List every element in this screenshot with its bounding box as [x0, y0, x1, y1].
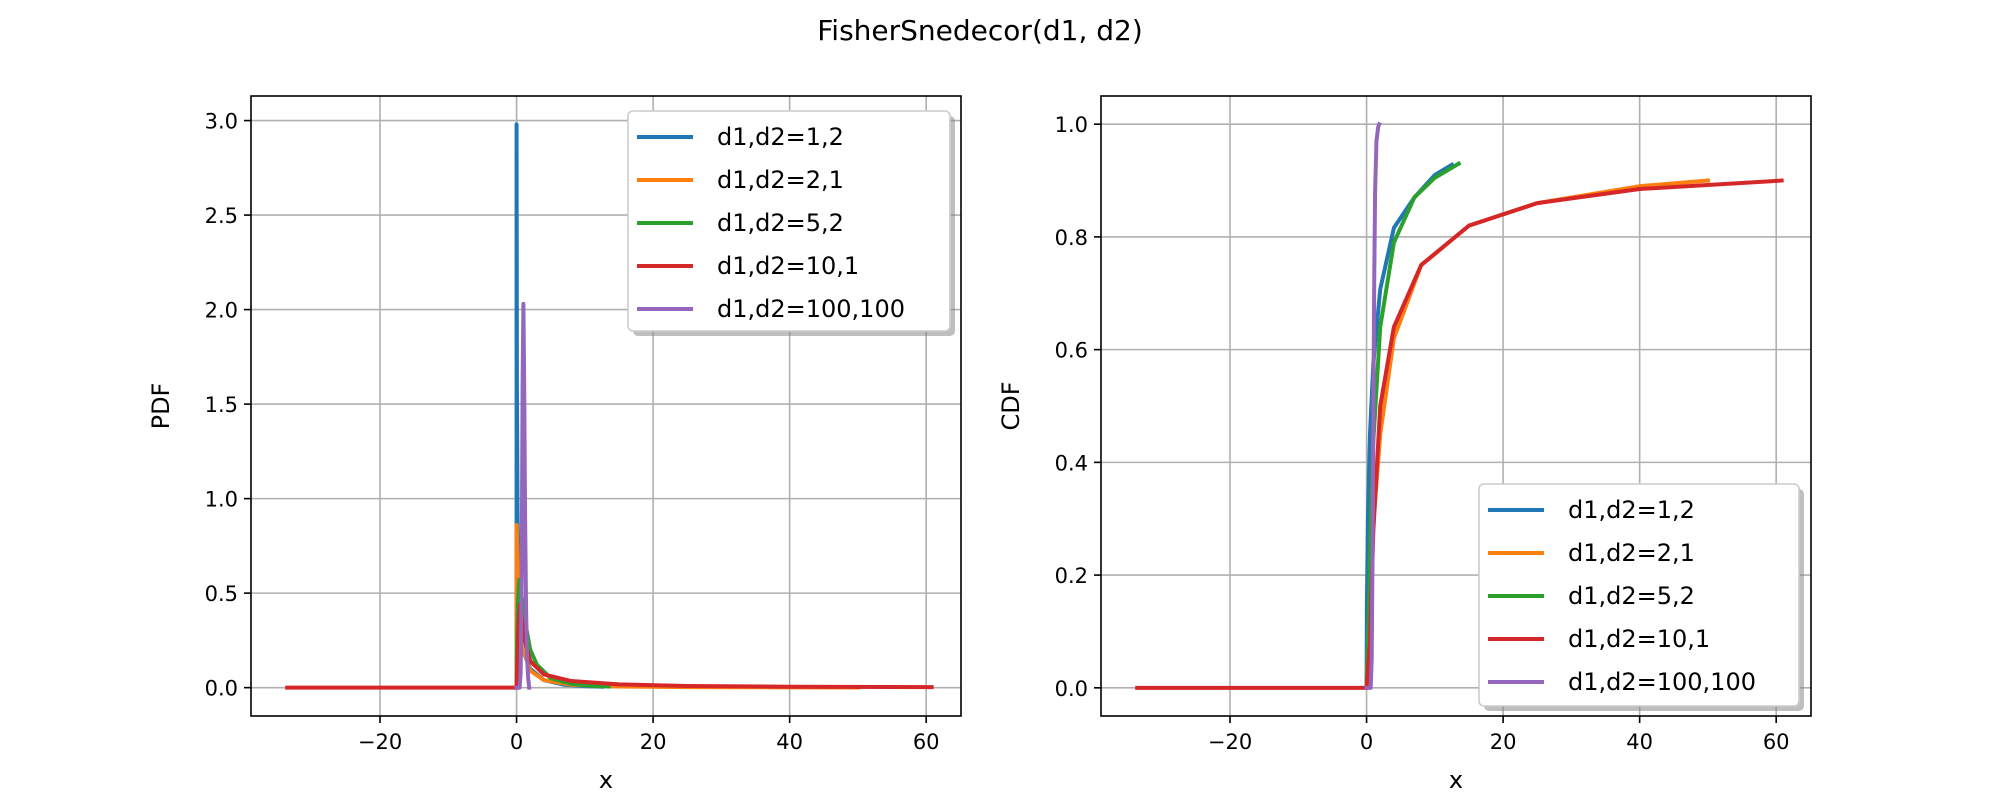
x-tick-label: 40: [776, 730, 803, 754]
series-line-2: [1364, 160, 1462, 690]
y-tick-label: 2.5: [205, 204, 238, 228]
legend-box: [627, 110, 951, 332]
series-line-3: [285, 602, 934, 690]
plot-frame: [1100, 95, 1812, 717]
y-tick-label: 0.0: [205, 677, 238, 701]
x-tick-label: 0: [510, 730, 523, 754]
y-tick-label: 0.2: [1055, 564, 1088, 588]
x-tick-label: 20: [640, 730, 667, 754]
y-tick-label: 0.0: [1055, 677, 1088, 701]
x-axis-label: x: [599, 766, 613, 794]
legend-label: d1,d2=5,2: [1568, 582, 1695, 610]
y-tick-label: 1.0: [1055, 113, 1088, 137]
y-tick-label: 0.4: [1055, 451, 1088, 475]
y-tick-label: 0.5: [205, 582, 238, 606]
x-tick-label: 60: [1763, 730, 1790, 754]
y-tick-label: 1.5: [205, 393, 238, 417]
y-tick-label: 0.8: [1055, 226, 1088, 250]
legend-label: d1,d2=2,1: [717, 166, 844, 194]
y-tick-label: 0.6: [1055, 339, 1088, 363]
legend-label: d1,d2=1,2: [717, 123, 844, 151]
y-axis-label: CDF: [997, 381, 1025, 430]
legend-label: d1,d2=2,1: [1568, 539, 1695, 567]
cdf-chart: −20 0 20 40 60 0.0 0.2 0.4 0.6 0.8 1.0 x CDF d1,d2=1,…: [997, 95, 1812, 794]
figure-title: FisherSnedecor(d1, d2): [817, 14, 1143, 47]
legend-label: d1,d2=5,2: [717, 209, 844, 237]
legend: d1,d2=1,2 d1,d2=2,1 d1,d2=5,2 d1,d2=10,1 d1,…: [627, 110, 955, 336]
plot-frame: [250, 95, 962, 717]
series-line-4: [1364, 121, 1382, 690]
legend-box: [1478, 483, 1800, 707]
x-tick-label: 20: [1490, 730, 1517, 754]
y-tick-label: 1.0: [205, 488, 238, 512]
legend-label: d1,d2=1,2: [1568, 496, 1695, 524]
series-line-4: [514, 301, 532, 690]
y-tick-label: 3.0: [205, 110, 238, 134]
pdf-chart: −20 0 20 40 60 0.0 0.5 1.0 1.5 2.0 2.5 3.0 x PDF d1,d2…: [147, 95, 962, 794]
legend: d1,d2=1,2 d1,d2=2,1 d1,d2=5,2 d1,d2=10,1 d1,…: [1478, 483, 1804, 711]
legend-label: d1,d2=10,1: [717, 252, 859, 280]
x-tick-label: 0: [1360, 730, 1373, 754]
y-tick-label: 2.0: [205, 299, 238, 323]
x-tick-label: 40: [1626, 730, 1653, 754]
x-tick-label: 60: [913, 730, 940, 754]
legend-label: d1,d2=10,1: [1568, 625, 1710, 653]
x-tick-label: −20: [358, 730, 402, 754]
legend-label: d1,d2=100,100: [1568, 668, 1756, 696]
legend-label: d1,d2=100,100: [717, 295, 905, 323]
y-axis-label: PDF: [147, 383, 175, 430]
x-axis-label: x: [1449, 766, 1463, 794]
x-tick-label: −20: [1208, 730, 1252, 754]
